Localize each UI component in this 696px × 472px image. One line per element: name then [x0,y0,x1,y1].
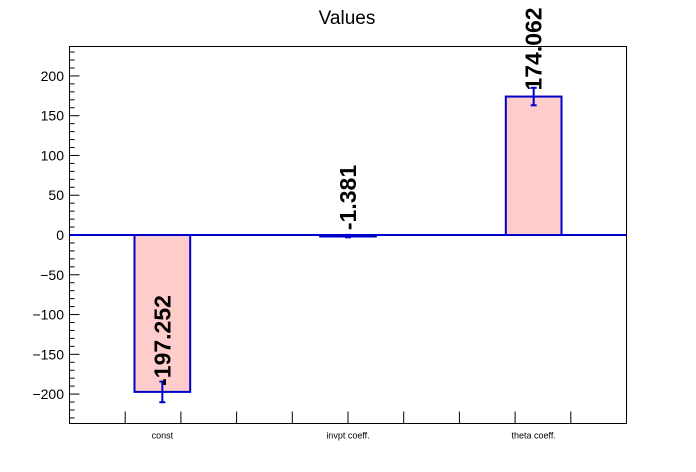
y-tick-label: −150 [32,346,64,362]
y-tick-label: 150 [41,108,65,124]
x-category-label: theta coeff. [511,431,555,441]
bar-1 [133,234,192,393]
y-tick-label: 50 [48,187,64,203]
y-tick-label: 100 [41,147,65,163]
error-bars [159,86,537,404]
bar-3 [504,95,563,236]
y-tick-label: −200 [32,386,64,402]
y-tick-label: −50 [40,267,64,283]
data-labels: -197.252 -1.381 174.062 [149,7,546,385]
x-axis: const invpt coeff. theta coeff. [124,411,572,441]
x-category-label: const [152,431,174,441]
data-label: -197.252 [149,295,175,386]
x-category-label: invpt coeff. [326,431,369,441]
chart-title: Values [319,8,376,29]
y-tick-label: −100 [32,307,64,323]
data-label: 174.062 [521,7,547,90]
y-tick-label: 200 [41,68,65,84]
y-tick-label: 0 [56,227,64,243]
y-axis: −200 −150 −100 −50 0 50 100 150 200 [32,51,80,419]
data-label: -1.381 [335,165,361,230]
bars [133,95,563,393]
